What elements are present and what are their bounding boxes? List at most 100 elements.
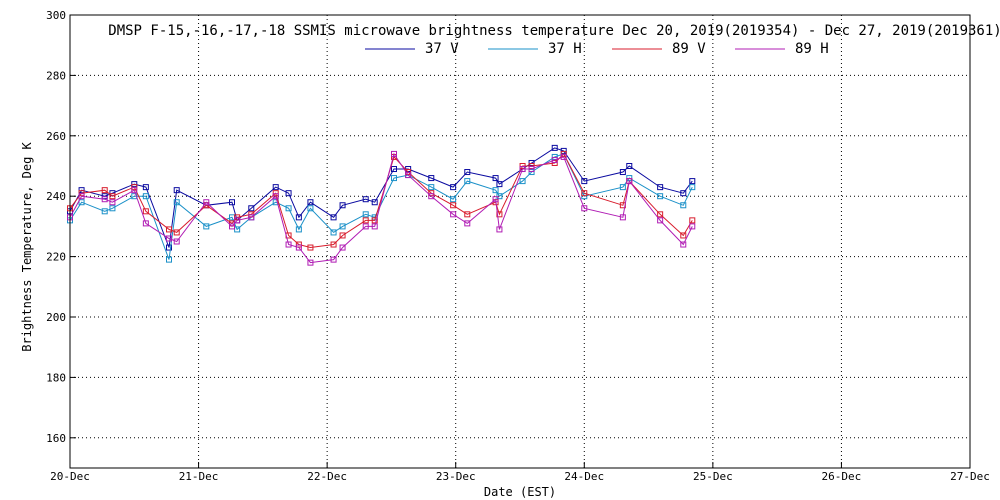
data-point — [371, 223, 378, 230]
data-point — [234, 217, 241, 224]
data-point — [680, 190, 687, 197]
data-point — [657, 193, 664, 200]
y-tick-label: 260 — [46, 130, 66, 143]
data-point — [680, 241, 687, 248]
data-point — [339, 202, 346, 209]
data-point — [519, 166, 526, 173]
x-tick-label: 25-Dec — [693, 470, 733, 483]
axes: 160 180 200 220 240 260 280 300 20-Dec 21-Dec 22-D… — [46, 9, 990, 483]
data-point — [78, 190, 85, 197]
data-point — [551, 156, 558, 163]
data-point — [166, 226, 172, 233]
data-point — [551, 144, 558, 151]
data-point — [450, 202, 457, 209]
data-point — [689, 223, 696, 230]
x-tick-label: 26-Dec — [822, 470, 862, 483]
data-point — [450, 184, 457, 191]
data-point — [295, 214, 302, 221]
data-point — [362, 223, 369, 230]
data-point — [496, 226, 503, 233]
data-point — [101, 208, 108, 215]
data-point — [295, 226, 302, 233]
y-tick-label: 240 — [46, 190, 66, 203]
data-point — [581, 205, 588, 212]
data-point — [492, 187, 499, 194]
data-point — [166, 235, 172, 242]
data-point — [581, 178, 588, 185]
data-point — [166, 244, 172, 251]
data-point — [496, 211, 503, 218]
x-tick-label: 22-Dec — [307, 470, 347, 483]
legend-label: 89 V — [672, 41, 706, 57]
series-line — [69, 147, 693, 248]
y-tick-label: 220 — [46, 251, 66, 264]
data-point — [464, 178, 471, 185]
data-point — [203, 223, 210, 230]
series-line — [69, 152, 693, 264]
data-point — [405, 172, 412, 179]
data-point — [285, 190, 292, 197]
data-point — [626, 163, 633, 169]
data-point — [78, 199, 85, 206]
data-point — [229, 223, 235, 230]
data-point — [272, 184, 279, 191]
legend: 37 V 37 H 89 V 89 H — [365, 41, 829, 57]
y-tick-label: 300 — [46, 9, 66, 22]
data-point — [528, 159, 535, 166]
data-point — [428, 175, 435, 182]
x-axis-title: Date (EST) — [484, 485, 556, 499]
data-point — [131, 187, 138, 194]
data-point — [496, 193, 503, 200]
data-point — [391, 175, 397, 182]
data-point — [234, 214, 241, 221]
data-point — [657, 184, 664, 191]
legend-label: 37 H — [548, 41, 582, 57]
data-point — [464, 169, 471, 176]
data-point — [142, 193, 149, 200]
data-point — [619, 214, 626, 221]
data-point — [330, 256, 337, 263]
data-point — [173, 187, 180, 194]
series-89-h — [67, 150, 696, 266]
data-point — [307, 259, 314, 266]
data-point — [78, 193, 85, 200]
legend-label: 89 H — [795, 41, 829, 57]
data-point — [109, 193, 116, 200]
data-point — [689, 184, 696, 191]
data-point — [101, 187, 108, 194]
series-line — [69, 153, 693, 260]
data-point — [330, 214, 337, 221]
data-point — [680, 232, 687, 239]
data-point — [496, 181, 503, 188]
series-37-h — [67, 150, 696, 263]
data-point — [391, 166, 397, 173]
data-point — [551, 153, 558, 160]
data-point — [689, 217, 696, 224]
data-point — [464, 220, 471, 227]
chart-title: DMSP F-15,-16,-17,-18 SSMIS microwave br… — [108, 23, 1000, 39]
data-point — [248, 205, 255, 212]
y-tick-label: 200 — [46, 311, 66, 324]
y-tick-label: 280 — [46, 69, 66, 82]
data-point — [519, 178, 526, 185]
x-tick-label: 24-Dec — [564, 470, 604, 483]
data-point — [330, 241, 337, 248]
data-point — [492, 175, 499, 182]
data-point — [391, 150, 397, 157]
data-point — [657, 217, 664, 224]
data-point — [109, 205, 116, 212]
data-point — [307, 244, 314, 251]
data-point — [657, 211, 664, 218]
data-point — [339, 232, 346, 239]
data-point — [492, 196, 499, 203]
data-point — [330, 229, 337, 236]
data-point — [307, 199, 314, 206]
data-point — [203, 199, 210, 206]
data-point — [285, 241, 292, 248]
x-tick-label: 21-Dec — [179, 470, 219, 483]
data-point — [78, 187, 85, 194]
data-point — [450, 196, 457, 203]
data-point — [166, 256, 172, 263]
data-point — [428, 184, 435, 191]
